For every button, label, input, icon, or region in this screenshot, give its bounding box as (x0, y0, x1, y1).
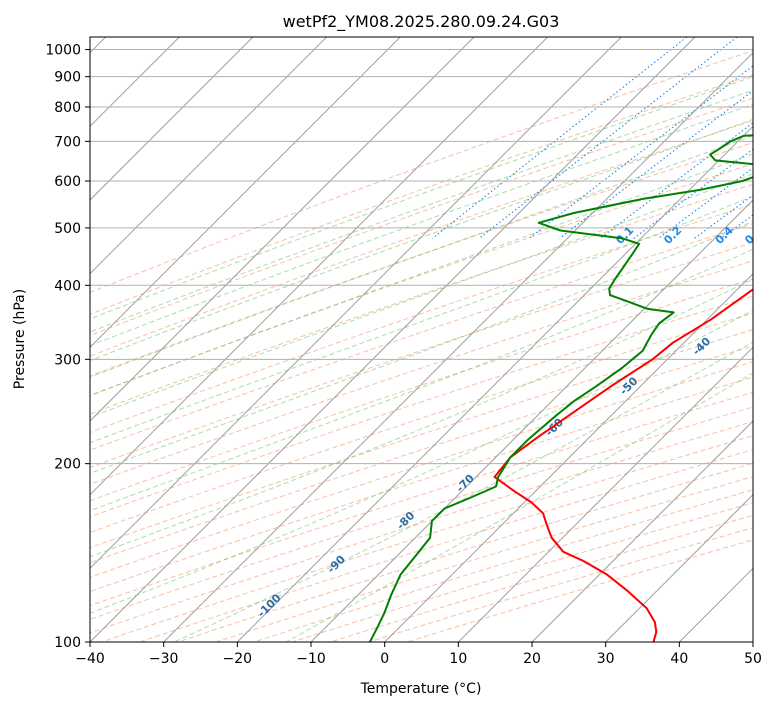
mixing-ratio-label: 0.6 (742, 224, 765, 247)
y-tick-label: 800 (54, 100, 81, 116)
moist-adiabat-line (90, 153, 753, 397)
chart-title: wetPf2_YM08.2025.280.09.24.G03 (283, 12, 560, 32)
y-tick-label: 900 (54, 70, 81, 86)
moist-adiabat-line (90, 220, 753, 474)
mixing-ratio-line (658, 167, 753, 239)
mixing-ratio-lines (432, 37, 753, 239)
moist-adiabat-line (172, 341, 753, 642)
isotherm-line (457, 346, 753, 642)
x-tick-label: 30 (597, 651, 615, 667)
isotherm-line (531, 420, 753, 642)
isotherm-line (383, 272, 753, 642)
mixing-ratio-line (478, 37, 738, 239)
isotherm-line (90, 37, 475, 422)
x-tick-label: −10 (296, 651, 326, 667)
isotherm-line (90, 37, 696, 642)
x-tick-label: −20 (223, 651, 253, 667)
mixing-ratio-line (528, 65, 753, 239)
y-tick-label: 500 (54, 221, 81, 237)
x-tick-label: 50 (744, 651, 762, 667)
moist-adiabat-line (90, 173, 753, 418)
x-tick-label: −40 (75, 651, 105, 667)
isotherm-line (604, 493, 753, 642)
x-tick-label: 40 (670, 651, 688, 667)
isotherm-line (236, 125, 753, 642)
isotherm-line (90, 37, 402, 349)
plot-frame (89, 36, 754, 643)
isotherm-line (162, 51, 753, 642)
x-axis-label: Temperature (°C) (360, 681, 482, 697)
x-tick-label: −30 (149, 651, 179, 667)
dry-adiabat-line (90, 163, 753, 396)
moist-adiabat-line (90, 248, 753, 512)
moist-adiabat-line (90, 89, 753, 333)
y-axis-label: Pressure (hPa) (12, 289, 28, 389)
isotherm-line (90, 37, 549, 496)
skewed-isotherms (90, 37, 753, 642)
profile-lines (368, 134, 753, 642)
y-tick-label: 300 (54, 352, 81, 368)
isotherm-line (90, 37, 623, 570)
moist-adiabat-line (90, 195, 753, 444)
x-tick-label: 10 (449, 651, 467, 667)
y-tick-label: 1000 (45, 43, 81, 59)
axis-ticks: −40 −30 −20 −10 0 10 20 30 40 50 100 200 300 400 500 60… (45, 43, 762, 667)
x-tick-label: 0 (380, 651, 389, 667)
mixing-ratio-line (432, 37, 688, 239)
isotherm-line (90, 37, 328, 275)
moist-adiabat-line (90, 76, 753, 320)
isotherm-line (90, 37, 254, 201)
y-tick-label: 700 (54, 134, 81, 150)
dry-adiabat-line (90, 120, 753, 357)
y-tick-label: 600 (54, 174, 81, 190)
temperature-profile-line (493, 288, 753, 642)
y-tick-label: 100 (54, 635, 81, 651)
mixing-ratio-line (599, 122, 753, 239)
y-tick-label: 200 (54, 457, 81, 473)
mixing-ratio-line (559, 90, 753, 239)
isobar-gridlines (90, 49, 753, 642)
y-tick-label: 400 (54, 278, 81, 294)
isotherm-line (310, 199, 753, 642)
dewpoint-profile-line (368, 134, 753, 642)
x-tick-label: 20 (523, 651, 541, 667)
